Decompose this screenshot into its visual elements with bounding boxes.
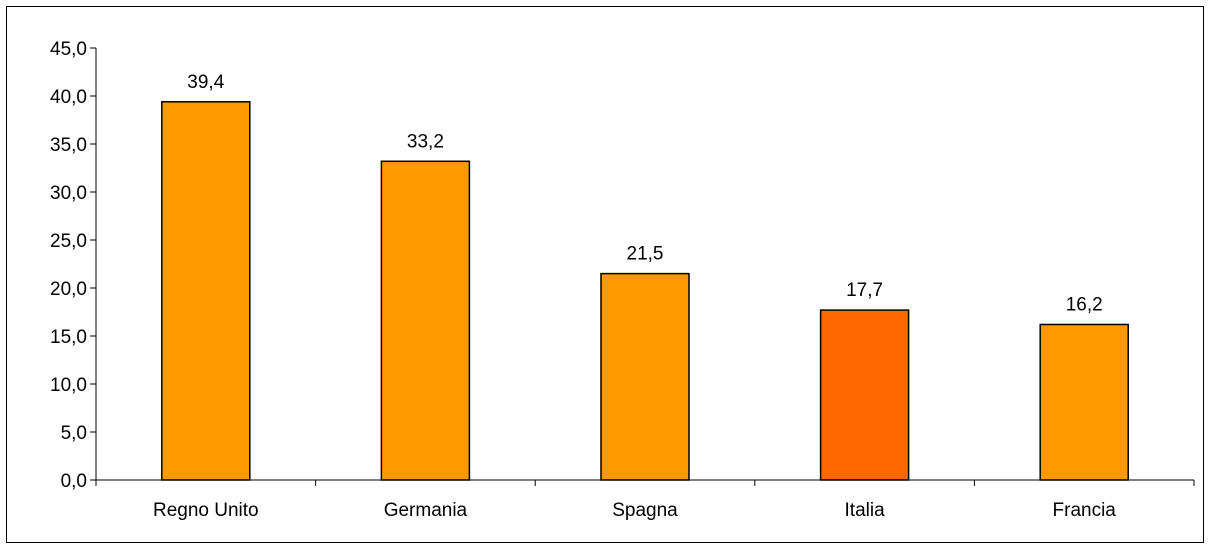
category-label: Regno Unito bbox=[153, 500, 259, 521]
category-label: Francia bbox=[1053, 500, 1117, 521]
y-tick-label: 30,0 bbox=[50, 183, 87, 204]
bar-italia bbox=[819, 309, 910, 481]
y-axis: 0,0 5,0 10,0 15,0 20,0 25,0 30,0 35,0 40,0 45,0 bbox=[50, 39, 97, 492]
data-label: 39,4 bbox=[187, 72, 224, 93]
data-label: 16,2 bbox=[1066, 294, 1103, 315]
category-label: Germania bbox=[384, 500, 468, 521]
category-label: Italia bbox=[845, 500, 886, 521]
bar-spagna bbox=[600, 272, 690, 481]
data-label: 17,7 bbox=[846, 280, 883, 301]
bar-francia bbox=[1039, 323, 1129, 481]
x-axis bbox=[95, 479, 1195, 486]
y-tick-label: 15,0 bbox=[50, 327, 87, 348]
y-tick-label: 25,0 bbox=[50, 231, 87, 252]
bars bbox=[161, 101, 1129, 481]
y-tick-label: 20,0 bbox=[50, 279, 87, 300]
y-tick-label: 35,0 bbox=[50, 135, 87, 156]
bar-regno-unito bbox=[161, 101, 251, 481]
data-label: 33,2 bbox=[407, 131, 444, 152]
bar-chart: 0,0 5,0 10,0 15,0 20,0 25,0 30,0 35,0 40,0 45,0 3… bbox=[50, 39, 1195, 521]
category-labels: Regno Unito Germania Spagna Italia Francia bbox=[153, 500, 1116, 521]
y-tick-label: 10,0 bbox=[50, 375, 87, 396]
y-tick-label: 5,0 bbox=[61, 423, 87, 444]
value-labels: 39,4 33,2 21,5 17,7 16,2 bbox=[187, 72, 1102, 316]
data-label: 21,5 bbox=[627, 244, 664, 265]
category-label: Spagna bbox=[612, 500, 678, 521]
y-tick-label: 0,0 bbox=[61, 471, 87, 492]
bar-germania bbox=[380, 160, 471, 481]
y-tick-label: 45,0 bbox=[50, 39, 87, 60]
y-tick-label: 40,0 bbox=[50, 87, 87, 108]
chart-frame: 0,0 5,0 10,0 15,0 20,0 25,0 30,0 35,0 40,0 45,0 3… bbox=[6, 6, 1204, 543]
